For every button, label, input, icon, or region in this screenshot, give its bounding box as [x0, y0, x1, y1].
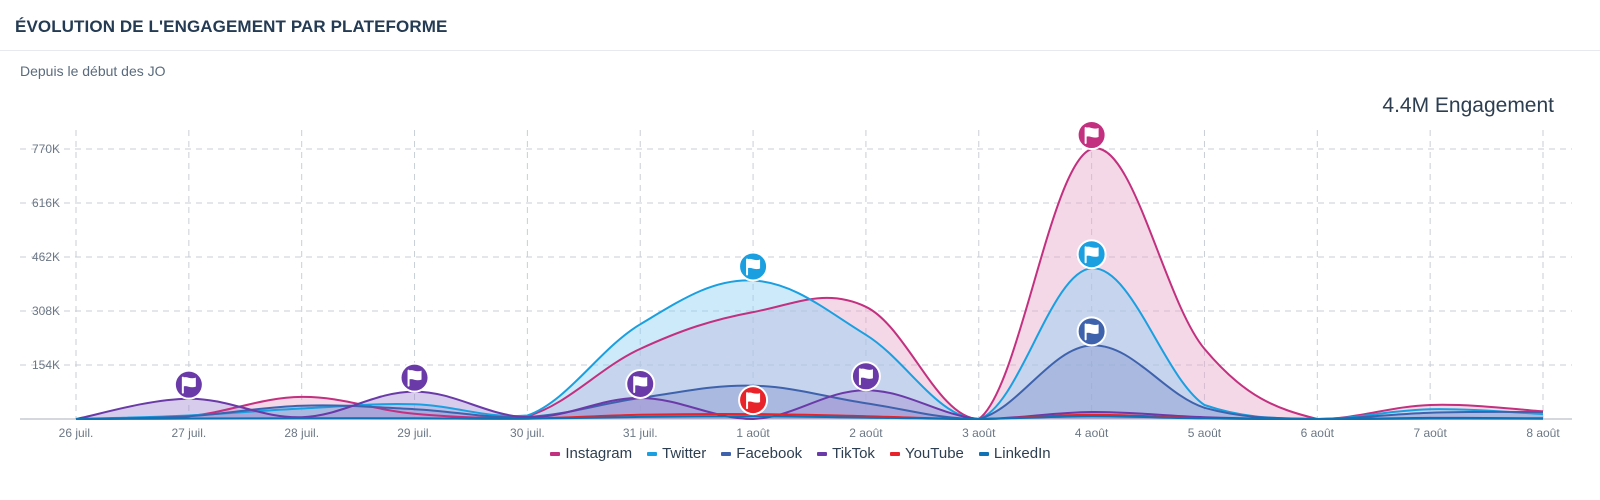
card-header: ÉVOLUTION DE L'ENGAGEMENT PAR PLATEFORME — [0, 0, 1600, 51]
series-area-twitter — [76, 268, 1543, 419]
x-tick-label: 7 août — [1413, 426, 1447, 440]
y-tick-label: 154K — [32, 358, 60, 372]
y-tick-label: 616K — [32, 196, 60, 210]
chart-legend: Instagram Twitter Facebook TikTok YouTube Lin… — [0, 445, 1600, 462]
legend-item-youtube[interactable]: YouTube — [889, 445, 964, 462]
x-tick-label: 6 août — [1301, 426, 1335, 440]
legend-label: TikTok — [832, 445, 875, 462]
flag-icon[interactable] — [1076, 120, 1107, 150]
flag-icon[interactable] — [399, 362, 430, 393]
x-tick-label: 5 août — [1188, 426, 1222, 440]
legend-swatch — [721, 451, 732, 456]
series-line-instagram[interactable] — [75, 147, 1544, 421]
x-tick-label: 1 août — [736, 426, 770, 440]
legend-label: LinkedIn — [993, 445, 1051, 462]
series-area-instagram — [76, 148, 1543, 419]
x-tick-label: 30 juil. — [510, 426, 545, 440]
page-title: ÉVOLUTION DE L'ENGAGEMENT PAR PLATEFORME — [15, 17, 448, 36]
legend-item-facebook[interactable]: Facebook — [721, 445, 802, 462]
legend-label: Facebook — [736, 445, 803, 462]
chart-subtitle: Depuis le début des JO — [20, 63, 166, 79]
y-tick-label: 308K — [32, 304, 60, 318]
legend-item-linkedin[interactable]: LinkedIn — [978, 445, 1051, 462]
series-area-facebook — [76, 345, 1543, 419]
engagement-area-chart: 154K 308K 462K 616K 770K 26 juil. 27 juil. 28 j… — [20, 120, 1572, 440]
x-tick-label: 31 juil. — [623, 426, 658, 440]
series-line-linkedin[interactable] — [75, 415, 1544, 421]
legend-item-tiktok[interactable]: TikTok — [817, 445, 875, 462]
x-tick-label: 27 juil. — [172, 426, 207, 440]
x-tick-label: 4 août — [1075, 426, 1109, 440]
y-tick-label: 770K — [32, 142, 60, 156]
legend-swatch — [817, 451, 828, 456]
legend-item-twitter[interactable]: Twitter — [647, 445, 706, 462]
x-tick-label: 29 juil. — [397, 426, 432, 440]
flag-icon[interactable] — [1076, 316, 1107, 347]
flag-icon[interactable] — [173, 369, 204, 400]
x-tick-label: 28 juil. — [284, 426, 319, 440]
legend-swatch — [647, 451, 658, 456]
x-tick-label: 8 août — [1526, 426, 1560, 440]
flag-icon[interactable] — [625, 368, 656, 399]
x-tick-label: 26 juil. — [59, 426, 94, 440]
legend-label: Twitter — [662, 445, 707, 462]
flag-icon[interactable] — [738, 385, 769, 416]
legend-swatch — [889, 451, 900, 456]
legend-item-instagram[interactable]: Instagram — [550, 445, 632, 462]
y-tick-label: 462K — [32, 250, 60, 264]
legend-swatch — [550, 451, 561, 456]
engagement-total: 4.4M Engagement — [1382, 94, 1554, 117]
legend-swatch — [978, 451, 989, 456]
legend-label: Instagram — [565, 445, 633, 462]
flag-icon[interactable] — [1076, 239, 1107, 270]
flag-icon[interactable] — [738, 251, 769, 282]
x-tick-label: 2 août — [849, 426, 883, 440]
legend-label: YouTube — [904, 445, 964, 462]
x-tick-label: 3 août — [962, 426, 996, 440]
flag-icon[interactable] — [850, 361, 881, 392]
